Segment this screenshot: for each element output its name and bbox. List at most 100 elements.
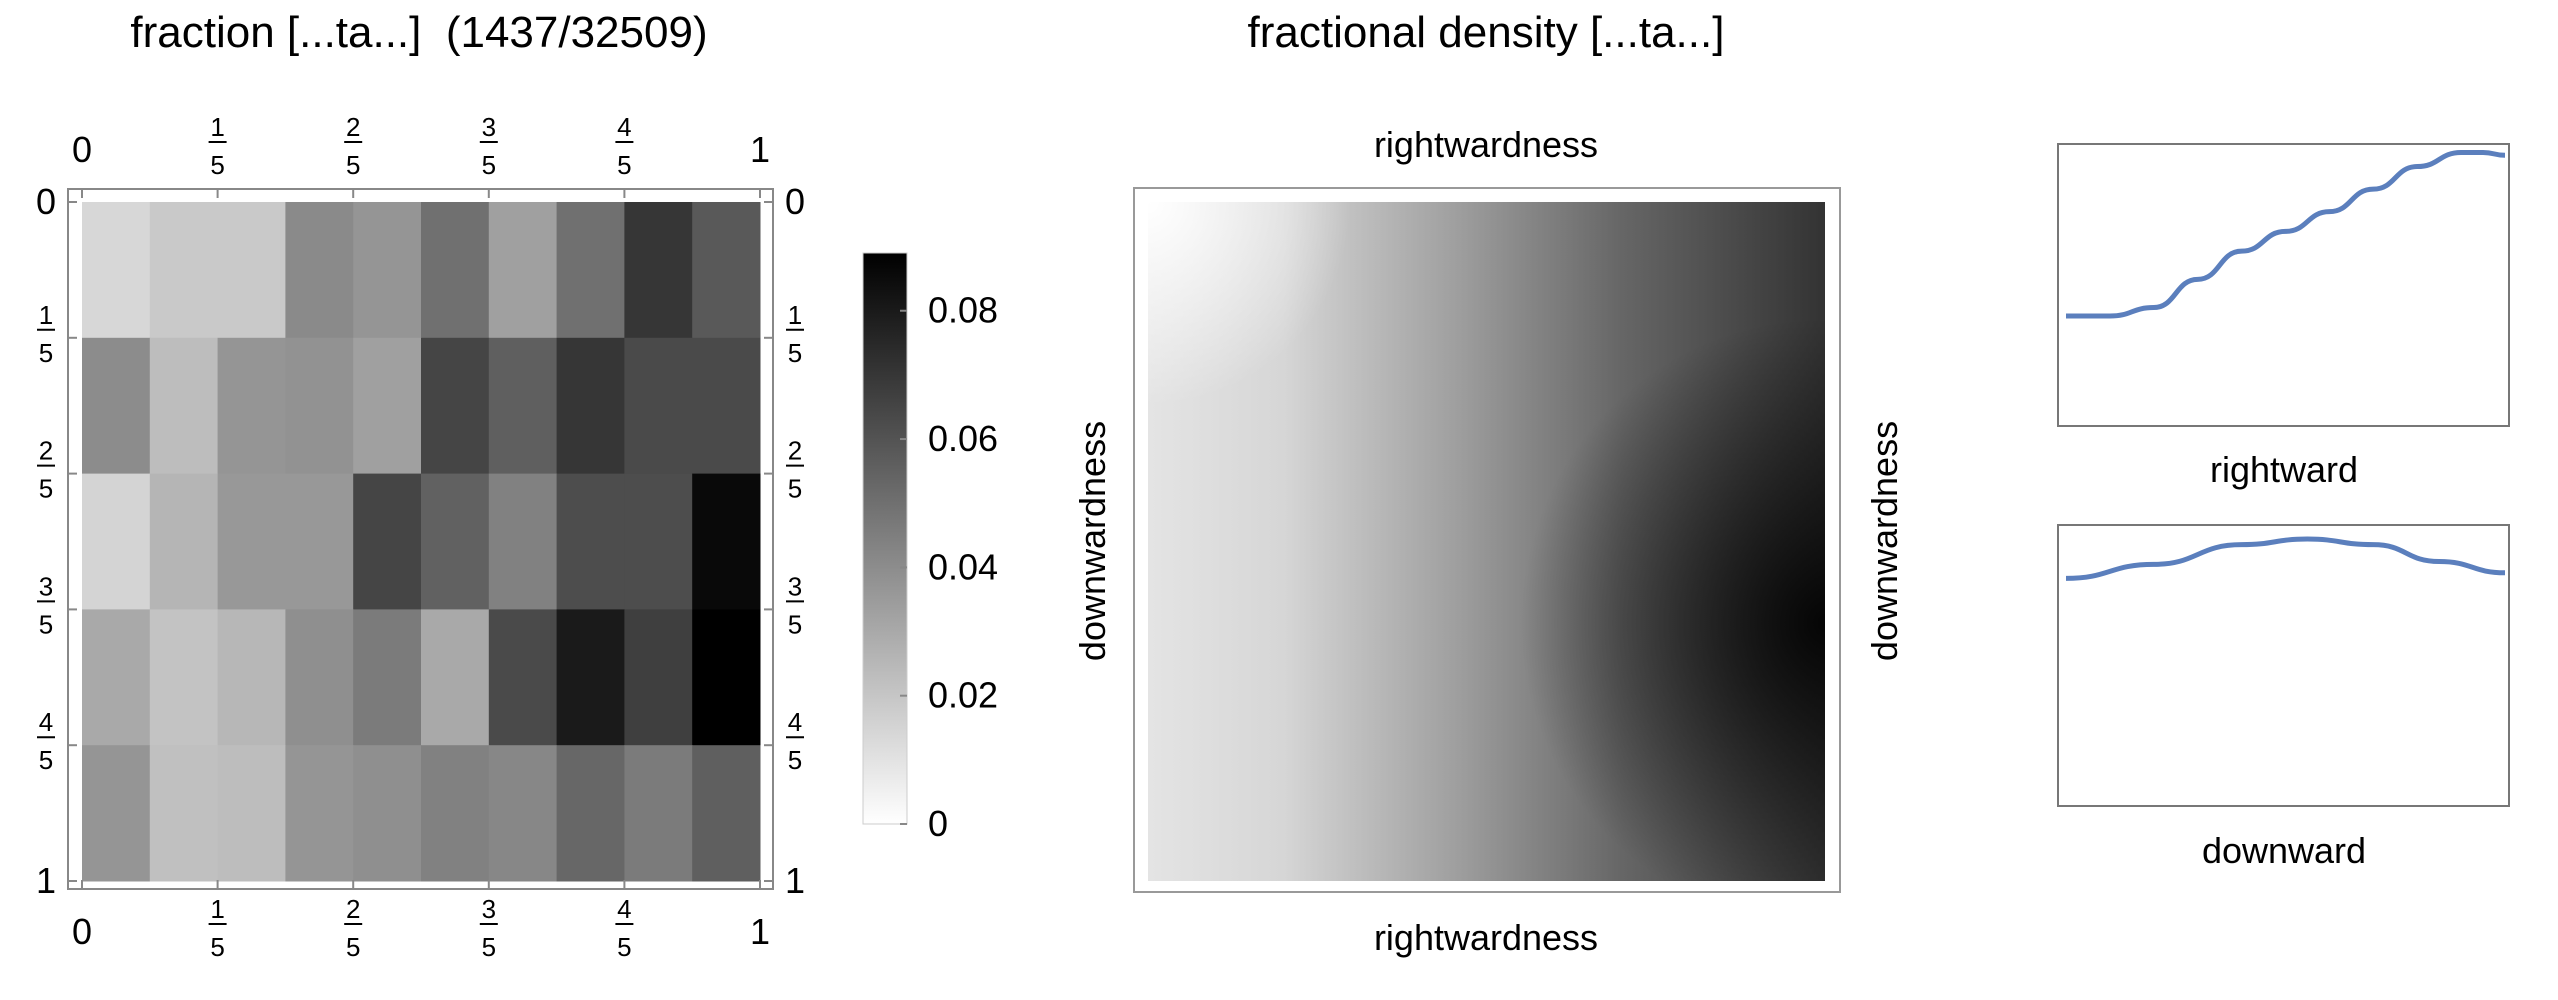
tick-label: 25	[344, 112, 363, 180]
heatmap-cell	[556, 609, 625, 746]
tick-label: 0	[785, 181, 805, 222]
heatmap-cell	[692, 745, 761, 882]
heatmap-cell	[217, 202, 286, 339]
heatmap-cell	[149, 609, 219, 746]
heatmap-cell	[149, 745, 219, 882]
heatmap-cell	[556, 337, 625, 475]
heatmap-cell	[421, 745, 490, 882]
heatmap-cell	[488, 745, 558, 882]
tick-numerator: 4	[39, 707, 53, 737]
tick-text: 1	[785, 860, 805, 901]
tick-denominator: 5	[346, 150, 360, 180]
tick-denominator: 5	[617, 932, 631, 962]
tick-label: 35	[479, 894, 498, 962]
tick-numerator: 4	[617, 112, 631, 142]
heatmap-cell	[285, 745, 354, 882]
tick-numerator: 1	[39, 300, 53, 330]
tick-text: 1	[36, 860, 56, 901]
colorbar-ticks: 0 0.02 0.04 0.06 0.08	[900, 290, 998, 844]
tick-numerator: 4	[788, 707, 802, 737]
tick-numerator: 4	[617, 894, 631, 924]
heatmap-cell	[353, 337, 422, 475]
tick-denominator: 5	[482, 932, 496, 962]
density-ylabel-right: downwardness	[1864, 421, 1905, 661]
tick-label: 0	[36, 181, 56, 222]
tick-denominator: 5	[482, 150, 496, 180]
tick-numerator: 3	[788, 571, 802, 601]
heatmap-cell	[82, 609, 151, 746]
heatmap-cell	[285, 337, 354, 475]
heatmap-title: fraction [...ta...] (1437/32509)	[130, 8, 707, 57]
heatmap-cell	[217, 337, 286, 475]
heatmap-cells	[82, 202, 761, 882]
colorbar-tick-label: 0.04	[928, 546, 998, 587]
density-highlight	[1148, 202, 1825, 881]
tick-label: 35	[786, 571, 804, 639]
tick-numerator: 1	[788, 300, 802, 330]
heatmap-cell	[421, 609, 490, 746]
heatmap-cell	[421, 202, 490, 339]
tick-label: 45	[615, 112, 634, 180]
tick-label: 15	[208, 894, 227, 962]
heatmap-cell	[82, 202, 151, 339]
tick-label: 15	[37, 300, 55, 368]
tick-label: 15	[786, 300, 804, 368]
heatmap-cell	[353, 473, 422, 610]
heatmap-cell	[692, 473, 761, 610]
heatmap-cell	[624, 202, 693, 339]
rightward-label: rightward	[2210, 449, 2358, 490]
tick-denominator: 5	[39, 745, 53, 775]
tick-numerator: 3	[482, 112, 496, 142]
downward-label: downward	[2202, 830, 2366, 871]
downward-curve	[2065, 536, 2506, 581]
heatmap-cell	[692, 609, 761, 746]
heatmap-cell	[624, 473, 693, 610]
tick-label: 25	[344, 894, 363, 962]
tick-denominator: 5	[788, 338, 802, 368]
colorbar	[862, 252, 908, 825]
heatmap-cell	[624, 337, 693, 475]
heatmap-cell	[624, 745, 693, 882]
tick-numerator: 3	[482, 894, 496, 924]
tick-denominator: 5	[788, 745, 802, 775]
colorbar-tick-label: 0.06	[928, 418, 998, 459]
tick-numerator: 1	[210, 112, 224, 142]
heatmap-cell	[149, 337, 219, 475]
heatmap-cell	[285, 473, 354, 610]
tick-label: 45	[615, 894, 634, 962]
heatmap-cell	[149, 473, 219, 610]
heatmap-cell	[149, 202, 219, 339]
tick-denominator: 5	[788, 609, 802, 639]
tick-text: 1	[750, 129, 770, 170]
tick-label: 15	[208, 112, 227, 180]
tick-label: 1	[750, 129, 770, 170]
heatmap-cell	[285, 609, 354, 746]
tick-denominator: 5	[39, 474, 53, 504]
heatmap-cell	[82, 337, 151, 475]
tick-text: 0	[72, 129, 92, 170]
tick-label: 25	[37, 436, 55, 504]
heatmap-cell	[488, 337, 558, 475]
tick-numerator: 3	[39, 571, 53, 601]
tick-label: 1	[750, 911, 770, 952]
tick-label: 1	[36, 860, 56, 901]
tick-text: 1	[750, 911, 770, 952]
tick-numerator: 1	[210, 894, 224, 924]
heatmap-cell	[692, 202, 761, 339]
density-ylabel-left: downwardness	[1072, 421, 1113, 661]
tick-numerator: 2	[346, 112, 360, 142]
colorbar-tick-label: 0.08	[928, 290, 998, 331]
tick-label: 1	[785, 860, 805, 901]
downward-plot-frame	[2057, 524, 2510, 807]
heatmap-cell	[421, 337, 490, 475]
tick-numerator: 2	[39, 436, 53, 466]
tick-label: 45	[786, 707, 804, 775]
heatmap-cell	[556, 202, 625, 339]
tick-label: 25	[786, 436, 804, 504]
heatmap-cell	[82, 745, 151, 882]
tick-label: 35	[37, 571, 55, 639]
colorbar-tick-label: 0	[928, 803, 948, 844]
heatmap-cell	[353, 202, 422, 339]
tick-numerator: 2	[788, 436, 802, 466]
